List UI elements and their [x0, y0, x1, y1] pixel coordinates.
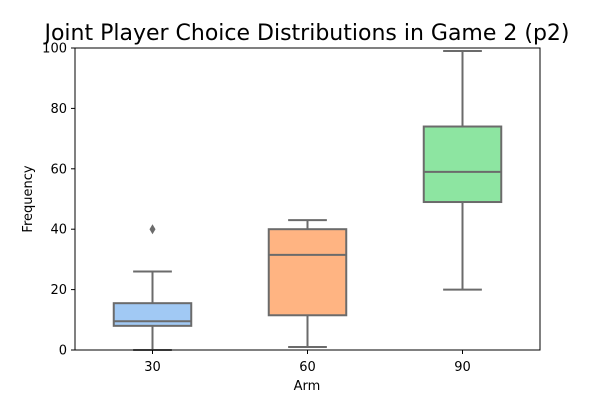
y-tick-label: 20 [50, 283, 67, 298]
y-axis-label: Frequency [21, 165, 36, 232]
outlier-point [149, 224, 156, 235]
chart-title: Joint Player Choice Distributions in Gam… [42, 21, 569, 46]
y-tick-label: 60 [50, 162, 67, 177]
x-tick-label: 90 [454, 360, 471, 375]
iqr-box [422, 125, 503, 204]
x-tick-label: 30 [144, 360, 161, 375]
box-group-30 [112, 224, 193, 351]
box-group-60 [267, 219, 348, 348]
x-axis-label: Arm [294, 379, 321, 394]
x-tick-label: 60 [299, 360, 316, 375]
iqr-box [112, 302, 193, 327]
box-group-90 [422, 50, 503, 291]
y-tick-label: 80 [50, 102, 67, 117]
y-tick-label: 40 [50, 223, 67, 238]
y-tick-label: 100 [42, 42, 67, 57]
y-tick-label: 0 [59, 344, 67, 359]
iqr-box [267, 228, 348, 317]
